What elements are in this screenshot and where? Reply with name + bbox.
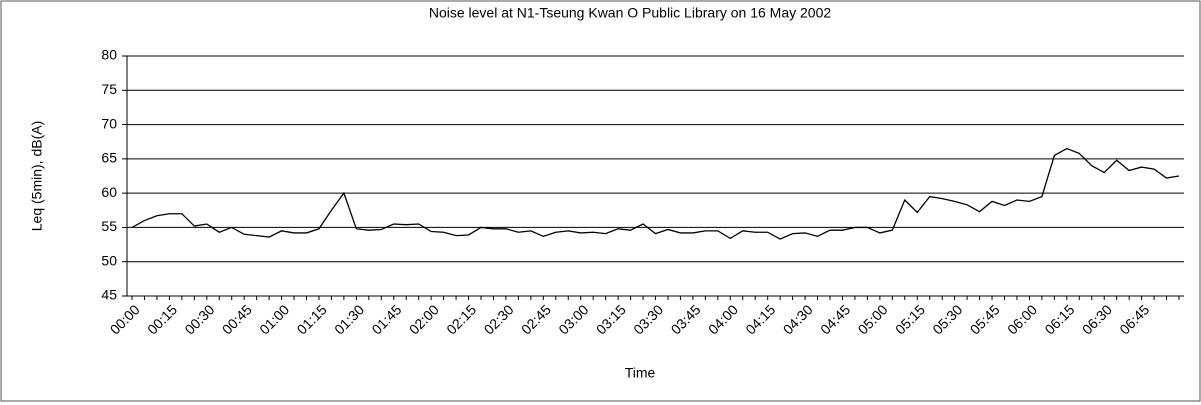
x-tick-label: 01:15: [294, 301, 330, 337]
x-tick-label: 06:30: [1079, 301, 1115, 337]
x-axis-title: Time: [625, 365, 656, 381]
x-tick-label: 04:45: [817, 301, 853, 337]
y-tick-label: 80: [101, 47, 117, 63]
x-tick-label: 02:30: [481, 301, 517, 337]
y-tick-label: 55: [101, 218, 117, 234]
x-tick-label: 00:45: [219, 301, 255, 337]
x-tick-label: 01:45: [368, 301, 404, 337]
x-tick-label: 03:30: [630, 301, 666, 337]
x-tick-label: 06:00: [1004, 301, 1040, 337]
y-tick-label: 65: [101, 150, 117, 166]
x-tick-label: 00:00: [107, 301, 143, 337]
y-axis-title: Leq (5min), dB(A): [29, 121, 45, 231]
chart-title: Noise level at N1-Tseung Kwan O Public L…: [429, 5, 832, 21]
x-tick-label: 00:15: [144, 301, 180, 337]
x-tick-label: 02:00: [406, 301, 442, 337]
x-tick-label: 06:45: [1116, 301, 1152, 337]
x-tick-label: 05:30: [929, 301, 965, 337]
x-tick-label: 04:15: [742, 301, 778, 337]
x-tick-label: 05:00: [855, 301, 891, 337]
x-tick-label: 00:30: [181, 301, 217, 337]
y-tick-label: 50: [101, 252, 117, 268]
y-tick-label: 60: [101, 184, 117, 200]
y-tick-label: 45: [101, 287, 117, 303]
x-tick-label: 03:00: [555, 301, 591, 337]
x-tick-label: 03:15: [593, 301, 629, 337]
x-tick-label: 04:30: [780, 301, 816, 337]
x-tick-label: 02:45: [518, 301, 554, 337]
x-tick-label: 01:30: [331, 301, 367, 337]
x-tick-label: 05:45: [967, 301, 1003, 337]
x-tick-label: 05:15: [892, 301, 928, 337]
x-tick-label: 04:00: [705, 301, 741, 337]
x-tick-label: 06:15: [1041, 301, 1077, 337]
x-tick-label: 03:45: [668, 301, 704, 337]
data-line: [131, 147, 1180, 240]
y-tick-label: 70: [101, 115, 117, 131]
x-tick-label: 01:00: [256, 301, 292, 337]
x-tick-label: 02:15: [443, 301, 479, 337]
y-tick-label: 75: [101, 81, 117, 97]
